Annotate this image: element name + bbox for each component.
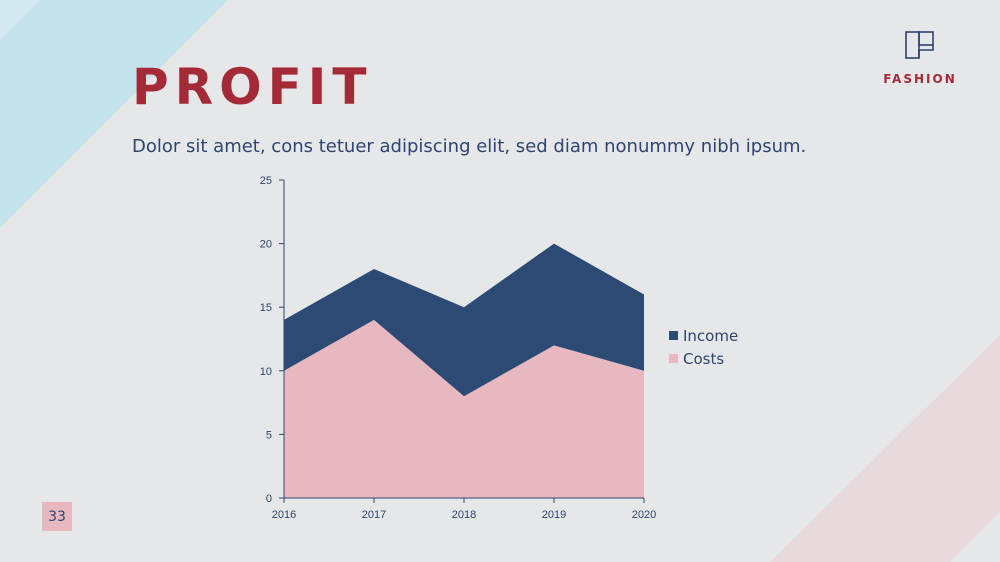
blue-stripe-inner [0,0,40,40]
y-tick-label: 25 [260,175,272,187]
y-tick-label: 20 [260,239,272,251]
y-tick-label: 5 [266,429,272,441]
chart-axes: 0 5 10 15 20 25 2016 2017 2018 2019 2020 [260,175,656,521]
slide-title: PROFIT [132,58,373,116]
y-tick-label: 0 [266,493,272,505]
x-tick-label: 2018 [452,509,476,521]
legend-label-costs: Costs [683,350,724,368]
area-income [284,243,644,397]
chart-legend: Income Costs [669,327,738,368]
legend-label-income: Income [683,327,738,345]
legend-swatch-income [669,331,678,340]
x-tick-label: 2017 [362,509,386,521]
x-tick-label: 2016 [272,509,296,521]
x-tick-label: 2020 [632,509,656,521]
area-costs [284,319,644,498]
fashion-logo-icon [905,31,934,59]
chart-areas [284,243,644,498]
blue-diagonal-stripe [0,0,228,228]
brand-logo: FASHION [880,28,960,86]
page-number: 33 [42,502,72,531]
y-tick-label: 15 [260,302,272,314]
x-tick-label: 2019 [542,509,566,521]
slide-subtitle: Dolor sit amet, cons tetuer adipiscing e… [132,136,807,157]
y-tick-label: 10 [260,366,272,378]
pink-diagonal-stripe [770,335,1000,562]
legend-swatch-costs [669,354,678,363]
logo-text: FASHION [883,72,957,86]
